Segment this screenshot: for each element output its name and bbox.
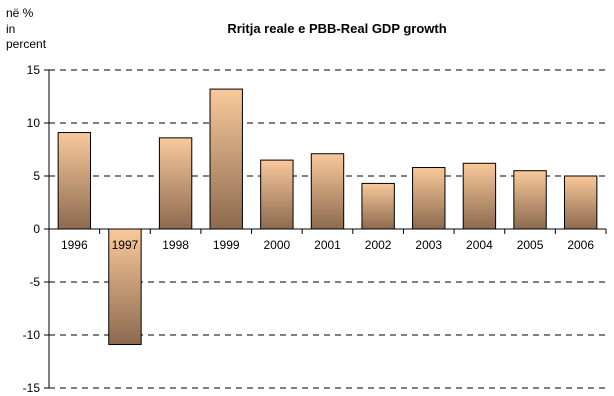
y-tick-label: 15 (27, 63, 41, 77)
labels: 15 10 5 0 -5 -10 -15 1996 1997 1998 1999 2000 2001 20… (23, 63, 595, 395)
x-tick-label-1998: 1998 (162, 238, 189, 252)
bar-2003 (412, 167, 446, 230)
bar-1997 (108, 228, 142, 346)
bar-1998 (158, 137, 193, 230)
bar-1996 (57, 132, 92, 230)
unit-label-line-3: percent (6, 37, 47, 51)
bar-2002 (361, 182, 395, 230)
x-tick-label-2000: 2000 (264, 238, 291, 252)
chart-title: Rritja reale e PBB-Real GDP growth (227, 21, 447, 36)
y-tick-label: 0 (33, 222, 40, 236)
x-tick-label-1997: 1997 (112, 238, 139, 252)
y-tick-label: 5 (33, 169, 40, 183)
bar-1999 (209, 88, 243, 230)
bar-2004 (462, 162, 497, 230)
x-tick-label-2001: 2001 (314, 238, 341, 252)
axes (44, 69, 607, 389)
unit-label-line-1: në % (6, 6, 34, 20)
y-tick-label: 10 (27, 116, 41, 130)
x-tick-label-2004: 2004 (466, 238, 493, 252)
x-tick-label-2002: 2002 (365, 238, 392, 252)
bar-2000 (260, 159, 294, 230)
y-tick-label: -10 (23, 328, 41, 342)
bar-2001 (310, 153, 345, 230)
bars (57, 88, 598, 346)
x-tick-label-2003: 2003 (415, 238, 442, 252)
unit-label-line-2: in (6, 22, 16, 36)
x-tick-label-1999: 1999 (213, 238, 240, 252)
x-tick-label-2005: 2005 (517, 238, 544, 252)
bar-2005 (513, 170, 547, 230)
y-tick-label: -5 (29, 275, 40, 289)
bar-2006 (563, 175, 598, 230)
x-tick-label-2006: 2006 (567, 238, 594, 252)
gridlines (49, 69, 606, 389)
x-tick-label-1996: 1996 (61, 238, 88, 252)
y-tick-label: -15 (23, 381, 41, 395)
